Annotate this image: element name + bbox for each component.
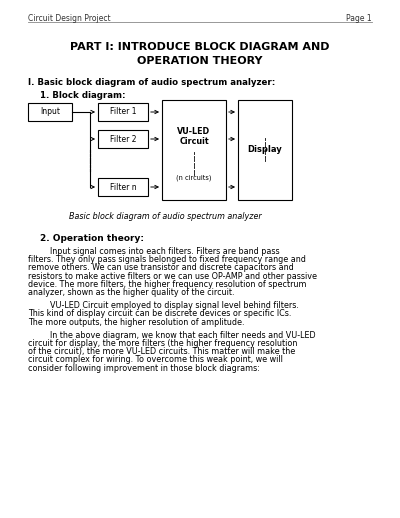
- Text: Circuit Design Project: Circuit Design Project: [28, 14, 111, 23]
- Text: Basic block diagram of audio spectrum analyzer: Basic block diagram of audio spectrum an…: [69, 212, 261, 221]
- Text: filters. They only pass signals belonged to fixed frequency range and: filters. They only pass signals belonged…: [28, 255, 306, 264]
- Text: circuit complex for wiring. To overcome this weak point, we will: circuit complex for wiring. To overcome …: [28, 355, 283, 364]
- Text: 2. Operation theory:: 2. Operation theory:: [40, 234, 144, 243]
- Bar: [162, 100, 226, 200]
- Text: Filter 2: Filter 2: [110, 135, 136, 143]
- Text: of the circuit), the more VU-LED circuits. This matter will make the: of the circuit), the more VU-LED circuit…: [28, 347, 295, 356]
- Bar: [28, 103, 72, 121]
- Text: resistors to make active filters or we can use OP-AMP and other passive: resistors to make active filters or we c…: [28, 271, 317, 281]
- Bar: [98, 103, 148, 121]
- Text: PART I: INTRODUCE BLOCK DIAGRAM AND: PART I: INTRODUCE BLOCK DIAGRAM AND: [70, 42, 330, 52]
- Text: Page 1: Page 1: [346, 14, 372, 23]
- Text: consider following improvement in those block diagrams:: consider following improvement in those …: [28, 364, 260, 372]
- Text: circuit for display, the more filters (the higher frequency resolution: circuit for display, the more filters (t…: [28, 339, 297, 348]
- Text: Input signal comes into each filters. Filters are band pass: Input signal comes into each filters. Fi…: [50, 247, 280, 256]
- Text: VU-LED: VU-LED: [178, 127, 210, 137]
- Text: The more outputs, the higher resolution of amplitude.: The more outputs, the higher resolution …: [28, 318, 244, 327]
- Text: VU-LED Circuit employed to display signal level behind filters.: VU-LED Circuit employed to display signa…: [50, 301, 299, 310]
- Bar: [98, 178, 148, 196]
- Text: 1. Block diagram:: 1. Block diagram:: [40, 91, 126, 100]
- Bar: [98, 130, 148, 148]
- Bar: [238, 100, 292, 200]
- Text: Filter 1: Filter 1: [110, 108, 136, 117]
- Text: I. Basic block diagram of audio spectrum analyzer:: I. Basic block diagram of audio spectrum…: [28, 78, 275, 87]
- Text: Input: Input: [40, 108, 60, 117]
- Text: remove others. We can use transistor and discrete capacitors and: remove others. We can use transistor and…: [28, 263, 294, 272]
- Text: (n circuits): (n circuits): [176, 175, 212, 181]
- Text: This kind of display circuit can be discrete devices or specific ICs.: This kind of display circuit can be disc…: [28, 309, 291, 319]
- Text: Filter n: Filter n: [110, 182, 136, 192]
- Text: Circuit: Circuit: [179, 137, 209, 147]
- Text: device. The more filters, the higher frequency resolution of spectrum: device. The more filters, the higher fre…: [28, 280, 306, 289]
- Text: In the above diagram, we know that each filter needs and VU-LED: In the above diagram, we know that each …: [50, 331, 316, 340]
- Text: Display: Display: [248, 146, 282, 154]
- Text: analyzer, shown as the higher quality of the circuit.: analyzer, shown as the higher quality of…: [28, 288, 234, 297]
- Text: OPERATION THEORY: OPERATION THEORY: [137, 56, 263, 66]
